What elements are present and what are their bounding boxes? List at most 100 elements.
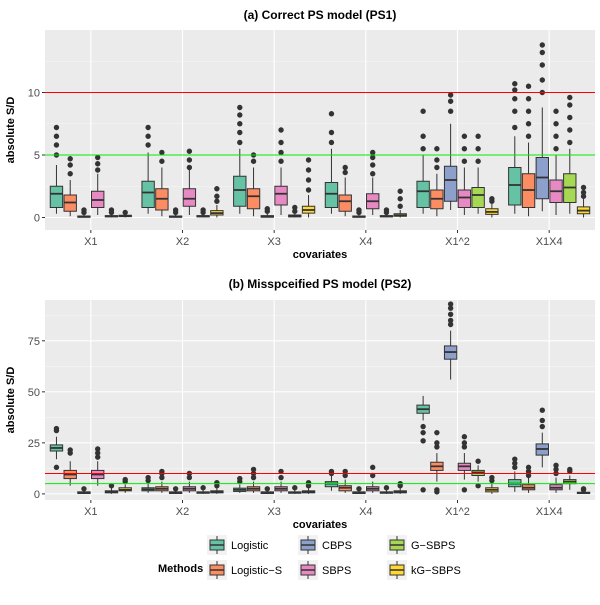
- outlier-point: [567, 466, 573, 473]
- outlier-point: [278, 474, 284, 481]
- outlier-point: [397, 196, 403, 202]
- box-Logistic-X1: [49, 425, 64, 471]
- box-CBPS-X1^2: [443, 92, 458, 210]
- box-CBPS-X1: [77, 207, 91, 218]
- outlier-point: [237, 104, 243, 111]
- outlier-point: [370, 162, 376, 168]
- outlier-point: [145, 133, 151, 139]
- outlier-point: [159, 474, 165, 481]
- outlier-point: [447, 108, 454, 114]
- outlier-point: [67, 162, 73, 168]
- box-G−SBPS-X1X4: [563, 94, 577, 214]
- y-tick-label: 5: [34, 150, 40, 162]
- outlier-point: [434, 157, 440, 163]
- box-SBPS-X1X4: [549, 108, 563, 215]
- legend-label: SBPS: [322, 565, 351, 577]
- outlier-point: [328, 111, 335, 117]
- box-G−SBPS-X3: [288, 485, 302, 494]
- outlier-point: [95, 167, 101, 173]
- outlier-point: [53, 464, 60, 471]
- outlier-point: [292, 485, 298, 491]
- y-axis-label: absolute S/D: [5, 97, 17, 164]
- box-kG−SBPS-X2: [210, 186, 224, 218]
- outlier-point: [237, 475, 243, 482]
- outlier-point: [475, 158, 481, 164]
- x-tick-label: X1: [84, 506, 97, 518]
- outlier-point: [237, 129, 243, 136]
- box-Logistic-X1: [49, 124, 64, 214]
- box-Logistic−S-X1: [63, 156, 77, 217]
- outlier-point: [434, 444, 440, 450]
- outlier-point: [580, 184, 587, 191]
- box-kG−SBPS-X1X4: [576, 184, 591, 218]
- outlier-point: [328, 139, 335, 146]
- outlier-point: [342, 169, 348, 176]
- outlier-point: [370, 149, 376, 156]
- y-tick-label: 0: [34, 489, 40, 501]
- panel-background: [45, 30, 595, 230]
- outlier-point: [370, 154, 376, 161]
- outlier-point: [447, 305, 454, 311]
- outlier-point: [420, 438, 426, 444]
- box-Logistic−S-X4: [338, 164, 352, 217]
- panel-title: (b) Misspceified PS model (PS2): [229, 277, 412, 291]
- box-iqr: [471, 187, 485, 208]
- outlier-point: [580, 193, 587, 199]
- panel-background: [45, 300, 595, 500]
- outlier-point: [539, 423, 545, 430]
- box-Logistic−S-X2: [155, 149, 169, 217]
- outlier-point: [328, 129, 335, 136]
- box-iqr: [246, 188, 261, 210]
- y-tick-label: 10: [28, 88, 40, 100]
- outlier-point: [475, 483, 481, 489]
- box-CBPS-X1X4: [535, 42, 549, 212]
- outlier-point: [370, 464, 376, 471]
- box-iqr: [508, 167, 522, 206]
- y-tick-label: 50: [28, 387, 40, 399]
- outlier-point: [250, 158, 257, 164]
- outlier-point: [342, 468, 348, 475]
- box-iqr: [416, 180, 430, 208]
- outlier-point: [539, 62, 545, 68]
- outlier-point: [567, 114, 573, 121]
- outlier-point: [53, 133, 60, 139]
- outlier-point: [567, 94, 573, 101]
- outlier-point: [489, 474, 495, 481]
- outlier-point: [420, 133, 426, 139]
- outlier-point: [512, 81, 518, 87]
- x-tick-label: X4: [359, 236, 372, 248]
- x-tick-label: X1^2: [445, 236, 470, 248]
- box-G−SBPS-X1: [104, 483, 119, 494]
- outlier-point: [447, 98, 454, 104]
- outlier-point: [434, 164, 440, 171]
- outlier-point: [420, 146, 426, 152]
- outlier-point: [553, 108, 559, 114]
- box-kG−SBPS-X1^2: [485, 196, 499, 218]
- box-Logistic−S-X1: [63, 447, 77, 486]
- outlier-point: [447, 311, 454, 317]
- outlier-point: [447, 301, 454, 307]
- box-CBPS-X2: [168, 207, 183, 218]
- outlier-point: [305, 177, 312, 183]
- box-kG−SBPS-X1: [118, 209, 132, 218]
- outlier-point: [186, 148, 193, 154]
- outlier-point: [567, 102, 573, 108]
- box-CBPS-X1^2: [443, 301, 458, 380]
- outlier-point: [264, 206, 270, 212]
- x-tick-label: X4: [359, 506, 372, 518]
- outlier-point: [553, 121, 559, 127]
- outlier-point: [553, 133, 559, 139]
- outlier-point: [512, 87, 518, 93]
- box-G−SBPS-X4: [379, 485, 394, 494]
- outlier-point: [122, 209, 128, 216]
- box-CBPS-X3: [260, 206, 274, 218]
- box-iqr: [338, 194, 352, 212]
- box-SBPS-X1X4: [549, 462, 563, 493]
- outlier-point: [512, 96, 518, 102]
- outlier-point: [214, 479, 220, 486]
- outlier-point: [278, 139, 284, 146]
- x-tick-label: X1^2: [445, 506, 470, 518]
- outlier-point: [420, 429, 426, 436]
- outlier-point: [525, 472, 532, 479]
